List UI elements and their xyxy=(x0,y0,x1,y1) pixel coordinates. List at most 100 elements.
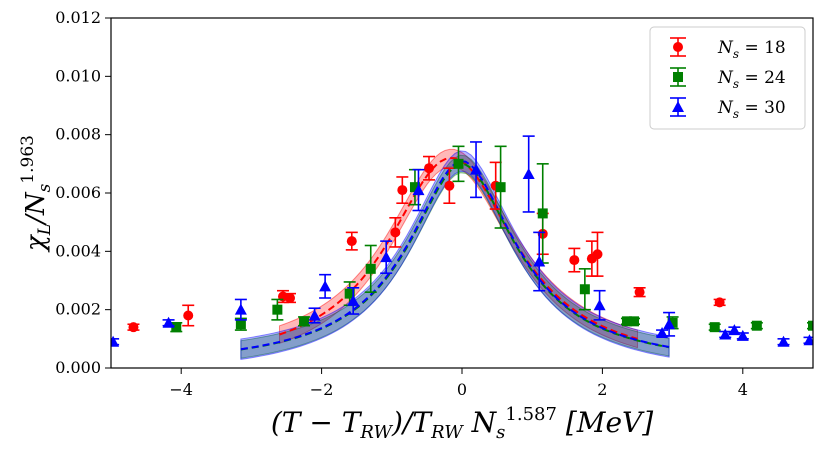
data-point xyxy=(708,322,721,333)
marker-circle xyxy=(569,255,580,266)
x-tick-label: −2 xyxy=(310,380,334,399)
data-point xyxy=(389,216,402,248)
data-point xyxy=(412,168,425,212)
marker-triangle xyxy=(777,335,790,347)
marker-triangle xyxy=(412,184,425,196)
marker-square xyxy=(344,288,355,299)
y-tick-label: 0.010 xyxy=(55,66,101,85)
data-point xyxy=(568,247,581,273)
marker-square xyxy=(453,158,464,169)
marker-triangle xyxy=(162,316,175,328)
marker-triangle xyxy=(533,255,546,267)
x-tick-label: −4 xyxy=(169,380,193,399)
marker-square xyxy=(709,322,720,333)
data-point xyxy=(170,321,183,333)
marker-square xyxy=(673,72,683,82)
marker-triangle xyxy=(803,334,813,346)
data-point xyxy=(627,316,640,327)
marker-square xyxy=(495,182,506,193)
marker-circle xyxy=(183,310,194,321)
marker-triangle xyxy=(522,168,535,180)
legend-marker-series-0 xyxy=(670,37,686,57)
marker-circle xyxy=(444,180,455,191)
data-point xyxy=(347,286,360,315)
y-tick-label: 0.002 xyxy=(55,300,101,319)
data-point xyxy=(443,167,456,205)
marker-square xyxy=(579,284,590,295)
fit-curve-series-0 xyxy=(279,157,638,340)
marker-circle xyxy=(346,236,357,247)
data-point xyxy=(591,231,604,277)
data-points xyxy=(111,135,813,347)
data-point xyxy=(162,316,175,328)
data-point xyxy=(127,322,140,333)
y-tick-label: 0.004 xyxy=(55,241,101,260)
x-tick-label: 2 xyxy=(597,380,607,399)
data-point xyxy=(522,135,535,213)
marker-triangle xyxy=(234,303,247,315)
data-point xyxy=(494,145,507,229)
marker-triangle xyxy=(719,328,732,340)
data-point xyxy=(713,297,726,308)
legend-label-ns30: Ns = 30 xyxy=(717,98,786,121)
data-point xyxy=(364,244,377,293)
marker-square xyxy=(299,316,310,327)
x-axis: −4 −2 0 2 4 xyxy=(169,368,748,399)
y-tick-label: 0.000 xyxy=(55,358,101,377)
data-point xyxy=(750,320,763,331)
data-point xyxy=(271,298,284,321)
data-point xyxy=(308,307,321,324)
data-point xyxy=(423,155,436,181)
x-axis-label: (T − TRW)/TRW Ns1.587 [MeV] xyxy=(271,404,653,443)
marker-triangle xyxy=(380,251,393,263)
marker-circle xyxy=(397,185,408,196)
data-point xyxy=(663,311,676,337)
marker-triangle xyxy=(736,329,749,341)
data-point xyxy=(452,145,465,183)
data-point xyxy=(298,316,311,327)
marker-triangle xyxy=(319,280,332,292)
legend-marker-series-1 xyxy=(670,67,686,87)
marker-square xyxy=(409,182,420,193)
marker-square xyxy=(537,208,548,219)
marker-circle xyxy=(285,293,296,303)
y-axis-label: χL/Ns1.963 xyxy=(18,135,55,253)
marker-square xyxy=(808,320,813,331)
legend: Ns = 18 Ns = 24 Ns = 30 xyxy=(649,26,806,130)
marker-square xyxy=(171,322,182,333)
legend-label-ns24: Ns = 24 xyxy=(717,68,786,91)
data-point xyxy=(396,176,409,205)
y-tick-label: 0.012 xyxy=(55,8,101,27)
data-point xyxy=(593,289,606,321)
data-point xyxy=(284,292,297,304)
marker-triangle xyxy=(663,318,676,330)
marker-triangle xyxy=(308,309,321,321)
marker-triangle xyxy=(111,335,120,347)
marker-square xyxy=(365,263,376,274)
data-point xyxy=(777,335,790,347)
data-point xyxy=(633,286,646,298)
marker-triangle xyxy=(470,163,483,175)
marker-square xyxy=(751,320,762,331)
y-tick-label: 0.006 xyxy=(55,183,101,202)
data-point xyxy=(533,231,546,292)
data-point xyxy=(182,304,195,327)
data-point xyxy=(234,298,247,321)
legend-marker-series-2 xyxy=(670,97,686,117)
data-point xyxy=(736,329,749,341)
marker-circle xyxy=(634,287,645,298)
marker-circle xyxy=(592,249,603,260)
legend-label-ns18: Ns = 18 xyxy=(717,38,786,61)
marker-triangle xyxy=(593,299,606,311)
y-axis: 0.000 0.002 0.004 0.006 0.008 0.010 0.012 xyxy=(55,8,111,377)
marker-square xyxy=(667,317,678,328)
legend-box xyxy=(649,26,806,130)
marker-circle xyxy=(673,42,683,52)
y-tick-label: 0.008 xyxy=(55,125,101,144)
data-point xyxy=(470,141,483,199)
data-point xyxy=(578,268,591,311)
marker-triangle xyxy=(347,294,360,306)
data-point xyxy=(585,240,598,277)
data-point xyxy=(380,240,393,275)
